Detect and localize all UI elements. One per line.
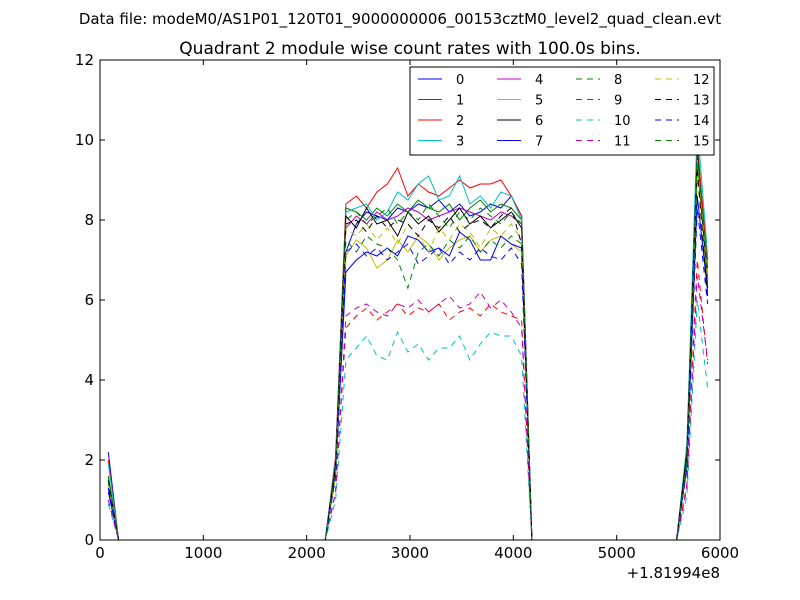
x-offset-label: +1.81994e8 [627, 564, 720, 582]
x-tick-label: 0 [95, 544, 105, 562]
y-tick-label: 2 [84, 451, 94, 469]
y-tick-label: 10 [75, 131, 94, 149]
x-tick-label: 4000 [494, 544, 532, 562]
legend-box [409, 66, 715, 156]
legend-label-0: 0 [456, 73, 464, 88]
legend-label-7: 7 [535, 135, 543, 150]
chart-title: Quadrant 2 module wise count rates with … [179, 39, 640, 59]
y-tick-label: 8 [84, 211, 94, 229]
legend-label-6: 6 [535, 114, 543, 129]
legend-label-9: 9 [614, 94, 622, 109]
x-tick-label: 5000 [598, 544, 636, 562]
y-tick-label: 0 [84, 531, 94, 549]
y-tick-label: 12 [75, 51, 94, 69]
legend-label-10: 10 [614, 114, 631, 129]
legend-label-2: 2 [456, 114, 464, 129]
plot-frame [99, 59, 721, 541]
legend-label-12: 12 [693, 73, 710, 88]
x-tick-label: 6000 [701, 544, 739, 562]
legend-label-8: 8 [614, 73, 622, 88]
legend-label-13: 13 [693, 94, 710, 109]
legend-label-5: 5 [535, 94, 543, 109]
legend-label-15: 15 [693, 135, 710, 150]
y-tick-label: 6 [84, 291, 94, 309]
legend-label-11: 11 [614, 135, 631, 150]
y-tick-label: 4 [84, 371, 94, 389]
chart-suptitle: Data file: modeM0/AS1P01_120T01_90000000… [79, 10, 721, 29]
legend-label-1: 1 [456, 94, 464, 109]
x-tick-label: 2000 [288, 544, 326, 562]
x-tick-label: 1000 [184, 544, 222, 562]
legend-label-4: 4 [535, 73, 543, 88]
legend-label-3: 3 [456, 135, 464, 150]
x-tick-label: 3000 [391, 544, 429, 562]
legend-label-14: 14 [693, 114, 710, 129]
